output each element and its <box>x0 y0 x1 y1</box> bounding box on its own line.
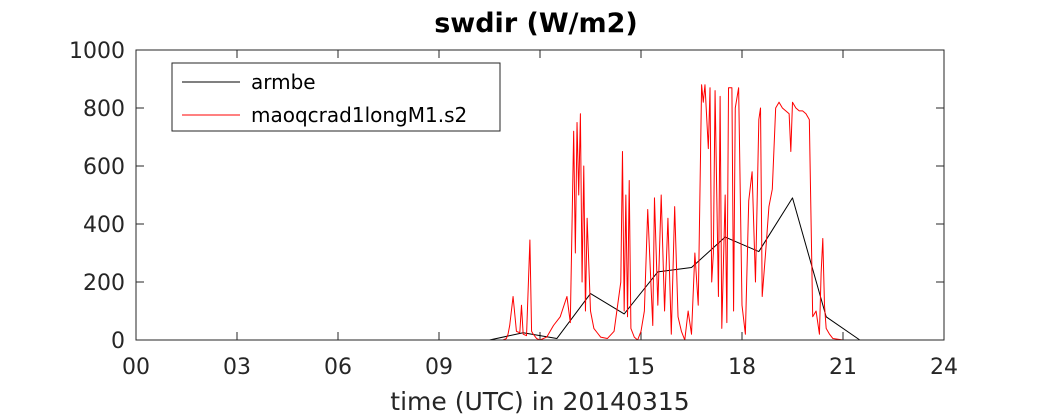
x-tick-label: 06 <box>324 355 352 380</box>
y-tick-label: 400 <box>83 213 125 238</box>
x-tick-label: 12 <box>526 355 554 380</box>
y-tick-label: 200 <box>83 271 125 296</box>
x-axis-label: time (UTC) in 20140315 <box>390 387 689 416</box>
y-tick-label: 1000 <box>69 39 125 64</box>
x-tick-label: 03 <box>223 355 251 380</box>
legend-box <box>171 62 501 132</box>
legend: armbe maoqcrad1longM1.s2 <box>171 62 501 132</box>
x-tick-label: 00 <box>122 355 150 380</box>
y-axis-ticks: 0 200 400 600 800 1000 <box>69 39 944 354</box>
chart-title: swdir (W/m2) <box>434 8 638 39</box>
series-layer <box>136 84 944 341</box>
legend-label-maoqcrad1longM1: maoqcrad1longM1.s2 <box>251 103 467 127</box>
x-tick-label: 18 <box>728 355 756 380</box>
legend-label-armbe: armbe <box>251 70 316 94</box>
y-tick-label: 0 <box>111 329 125 354</box>
x-tick-label: 24 <box>930 355 958 380</box>
y-tick-label: 600 <box>83 155 125 180</box>
x-tick-label: 15 <box>627 355 655 380</box>
x-tick-label: 09 <box>425 355 453 380</box>
series-line-maoqcrad1longM1 <box>136 84 944 341</box>
y-tick-label: 800 <box>83 97 125 122</box>
plot-frame-border <box>135 49 945 341</box>
x-axis-ticks: 00 03 06 09 12 15 18 21 24 <box>122 50 958 380</box>
x-tick-label: 21 <box>829 355 857 380</box>
